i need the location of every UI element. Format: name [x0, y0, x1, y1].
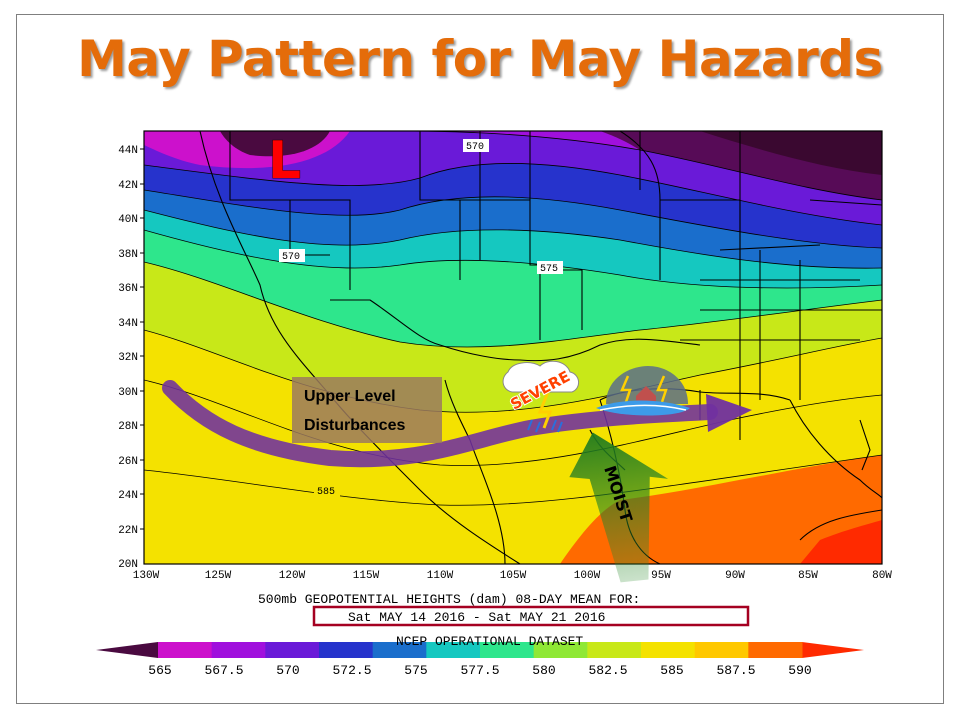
lon-label: 120W [279, 570, 306, 582]
low-pressure-marker: L [268, 131, 301, 191]
lat-label: 34N [118, 318, 138, 330]
geographic-boundaries [199, 131, 882, 564]
colorbar [96, 642, 864, 658]
lon-label: 95W [651, 570, 671, 582]
map-border [143, 130, 883, 565]
lon-label: 115W [353, 570, 380, 582]
colorbar-label: 572.5 [332, 663, 371, 678]
lat-label: 32N [118, 352, 138, 364]
colorbar-swatches [158, 642, 803, 658]
colorbar-label: 575 [404, 663, 427, 678]
latitude-axis: 44N 42N 40N 38N 36N 34N 32N 30N 28N 26N … [118, 145, 138, 571]
colorbar-label: 565 [148, 663, 171, 678]
moisture-arrow [569, 432, 669, 583]
lat-label: 44N [118, 145, 138, 157]
contour-value-labels: 570 570 575 585 [279, 139, 563, 498]
lat-label: 36N [118, 283, 138, 295]
colorbar-swatch [694, 642, 749, 658]
contour-label: 570 [282, 252, 300, 263]
contour-label: 570 [466, 142, 484, 153]
colorbar-label: 567.5 [204, 663, 243, 678]
colorbar-swatch [480, 642, 535, 658]
colorbar-label: 577.5 [460, 663, 499, 678]
disturbance-label-line2: Disturbances [304, 417, 405, 434]
lat-label: 38N [118, 249, 138, 261]
flood-icon [596, 366, 690, 416]
disturbance-label-line1: Upper Level [304, 388, 396, 405]
colorbar-label: 590 [788, 663, 811, 678]
caption-line-2: Sat MAY 14 2016 - Sat MAY 21 2016 [348, 610, 605, 625]
caption-line-3: NCEP OPERATIONAL DATASET [396, 634, 583, 649]
colorbar-swatch [748, 642, 803, 658]
colorbar-label: 587.5 [716, 663, 755, 678]
colorbar-swatch [587, 642, 642, 658]
colorbar-labels: 565 567.5 570 572.5 575 577.5 580 582.5 … [148, 663, 811, 678]
colorbar-swatch [211, 642, 266, 658]
longitude-axis: 130W 125W 120W 115W 110W 105W 100W 95W 9… [133, 570, 892, 582]
lat-label: 42N [118, 180, 138, 192]
contour-label: 585 [317, 487, 335, 498]
height-contour-bands [144, 131, 882, 564]
lat-label: 20N [118, 559, 138, 571]
slide-title: May Pattern for May Hazards [77, 30, 883, 88]
colorbar-swatch [319, 642, 374, 658]
height-contour-lines [144, 131, 882, 506]
lat-label: 26N [118, 456, 138, 468]
colorbar-swatch [158, 642, 213, 658]
lon-label: 90W [725, 570, 745, 582]
lon-label: 105W [500, 570, 527, 582]
colorbar-label: 582.5 [588, 663, 627, 678]
lon-label: 125W [205, 570, 232, 582]
colorbar-swatch [533, 642, 588, 658]
slide-frame [16, 14, 944, 704]
disturbance-label-box [292, 377, 442, 443]
lat-label: 24N [118, 490, 138, 502]
colorbar-swatch [641, 642, 696, 658]
latitude-ticks [140, 148, 144, 530]
lon-label: 100W [574, 570, 601, 582]
disturbance-arrow [162, 380, 752, 468]
lat-label: 40N [118, 214, 138, 226]
date-highlight-box [312, 605, 750, 627]
colorbar-swatch [426, 642, 481, 658]
contour-label: 575 [540, 264, 558, 275]
lon-label: 110W [427, 570, 454, 582]
colorbar-label: 585 [660, 663, 683, 678]
lon-label: 85W [798, 570, 818, 582]
lat-label: 28N [118, 421, 138, 433]
lat-label: 22N [118, 525, 138, 537]
lon-label: 80W [872, 570, 892, 582]
map-caption: 500mb GEOPOTENTIAL HEIGHTS (dam) 08-DAY … [258, 592, 640, 625]
caption-line-1: 500mb GEOPOTENTIAL HEIGHTS (dam) 08-DAY … [258, 592, 640, 607]
colorbar-swatch [265, 642, 320, 658]
colorbar-label: 570 [276, 663, 299, 678]
severe-storm-icon [502, 360, 579, 433]
colorbar-label: 580 [532, 663, 555, 678]
lon-label: 130W [133, 570, 160, 582]
lat-label: 30N [118, 387, 138, 399]
colorbar-swatch [372, 642, 427, 658]
